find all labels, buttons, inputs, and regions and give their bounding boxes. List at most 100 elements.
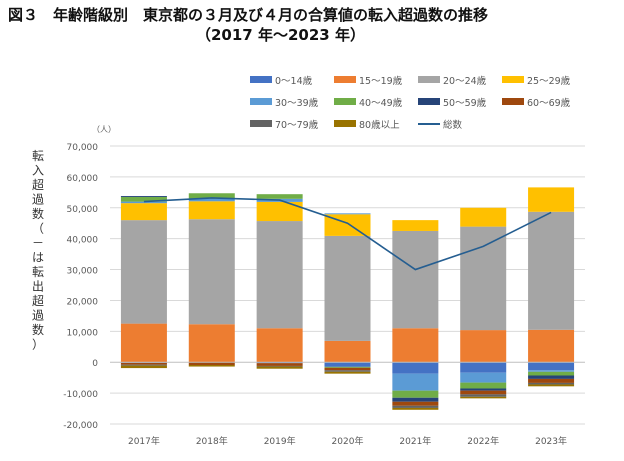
bar-segment [528,371,575,376]
legend-label: 60～69歳 [527,97,571,109]
bar-segment [256,328,303,363]
legend-swatch [250,120,272,127]
bar-segment [188,324,235,363]
bar-segment [528,384,575,387]
bar-segment [460,226,507,331]
bar-segment [324,340,371,363]
bar-segment [324,362,371,367]
legend-swatch [418,76,440,83]
x-tick-label: 2020年 [332,435,364,447]
legend-swatch [250,98,272,105]
bar-segment [120,362,167,365]
bar-segment [528,211,575,330]
bar-segment [120,201,167,204]
legend-swatch [334,76,356,83]
bar-segment [392,220,439,231]
x-tick-label: 2018年 [196,435,228,447]
x-tick-label: 2022年 [467,435,499,447]
legend-label: 40～49歳 [359,97,403,109]
bar-segment [460,330,507,363]
bar-segment [460,382,507,389]
x-tick-label: 2017年 [128,435,160,447]
legend-label: 20～24歳 [443,75,487,87]
x-tick-label: 2023年 [535,435,567,447]
bar-segment [392,405,439,408]
y-tick-label: -20,000 [63,421,98,431]
legend-swatch [334,120,356,127]
bar-segment [256,201,303,222]
bar-segment [188,365,235,367]
y-axis-label: 転入超過数（－は転出超過数） [32,149,44,352]
bar-segment [528,382,575,385]
legend-swatch [334,98,356,105]
bar-segment [528,378,575,383]
chart-subtitle: （2017 年～2023 年） [196,26,365,44]
bar-segment [528,370,575,372]
y-tick-label: 10,000 [67,328,99,338]
x-tick-label: 2021年 [399,435,431,447]
legend-label: 50～59歳 [443,97,487,109]
bar-segment [392,230,439,329]
bar-segment [528,187,575,212]
bar-segment [324,213,371,215]
bar-segment [188,193,235,199]
bar-segment [256,221,303,329]
bar-segment [324,367,371,371]
y-tick-label: 50,000 [67,205,99,215]
total-line [143,197,552,271]
bar-segment [324,371,371,374]
bar-segment [324,235,371,341]
y-unit-label: （人） [92,125,116,134]
bar-segment [256,194,303,199]
y-tick-label: 0 [92,359,98,369]
chart-title: 図３ 年齢階級別 東京都の３月及び４月の合算値の転入超過数の推移 [8,6,489,24]
bar-segment [256,363,303,366]
legend-swatch [502,76,524,83]
y-tick-label: 70,000 [67,143,99,153]
bar-segment [256,365,303,367]
legend-swatch [418,98,440,105]
legend-label: 80歳以上 [359,119,400,131]
bar-segment [120,196,167,202]
bar-segment [460,372,507,383]
bar-segment [256,366,303,369]
bar-segment [120,196,167,197]
bar-segment [324,370,371,372]
bar-segment [460,207,507,227]
legend-label: 30～39歳 [275,97,319,109]
y-tick-label: 40,000 [67,236,99,246]
bar-segment [528,329,575,363]
legend-swatch [250,76,272,83]
bar-segment [188,362,235,366]
bar-segment [392,401,439,406]
bar-segment [392,328,439,363]
bar-segment [460,390,507,395]
bar-segment [120,323,167,363]
bar-segment [460,362,507,373]
legend-label: 25～29歳 [527,75,571,87]
bar-segment [460,394,507,397]
x-tick-label: 2019年 [264,435,296,447]
bar-segment [120,365,167,369]
y-tick-label: -10,000 [63,390,98,400]
bar-segment [392,407,439,410]
bar-segment [460,396,507,399]
y-tick-label: 30,000 [67,267,99,277]
y-tick-label: 20,000 [67,297,99,307]
legend-label: 総数 [443,119,463,131]
legend-label: 0～14歳 [275,75,313,87]
bar-segment [120,220,167,324]
bar-segment [120,203,167,221]
legend-label: 15～19歳 [359,75,403,87]
bar-segment [392,390,439,398]
legend-swatch [502,98,524,105]
bar-segment [392,397,439,402]
bar-segment [188,201,235,220]
bar-segment [188,198,235,202]
bar-segment [324,366,371,368]
bar-segment [528,375,575,379]
bar-segment [188,219,235,325]
bar-segment [392,373,439,391]
legend-label: 70～79歳 [275,119,319,131]
